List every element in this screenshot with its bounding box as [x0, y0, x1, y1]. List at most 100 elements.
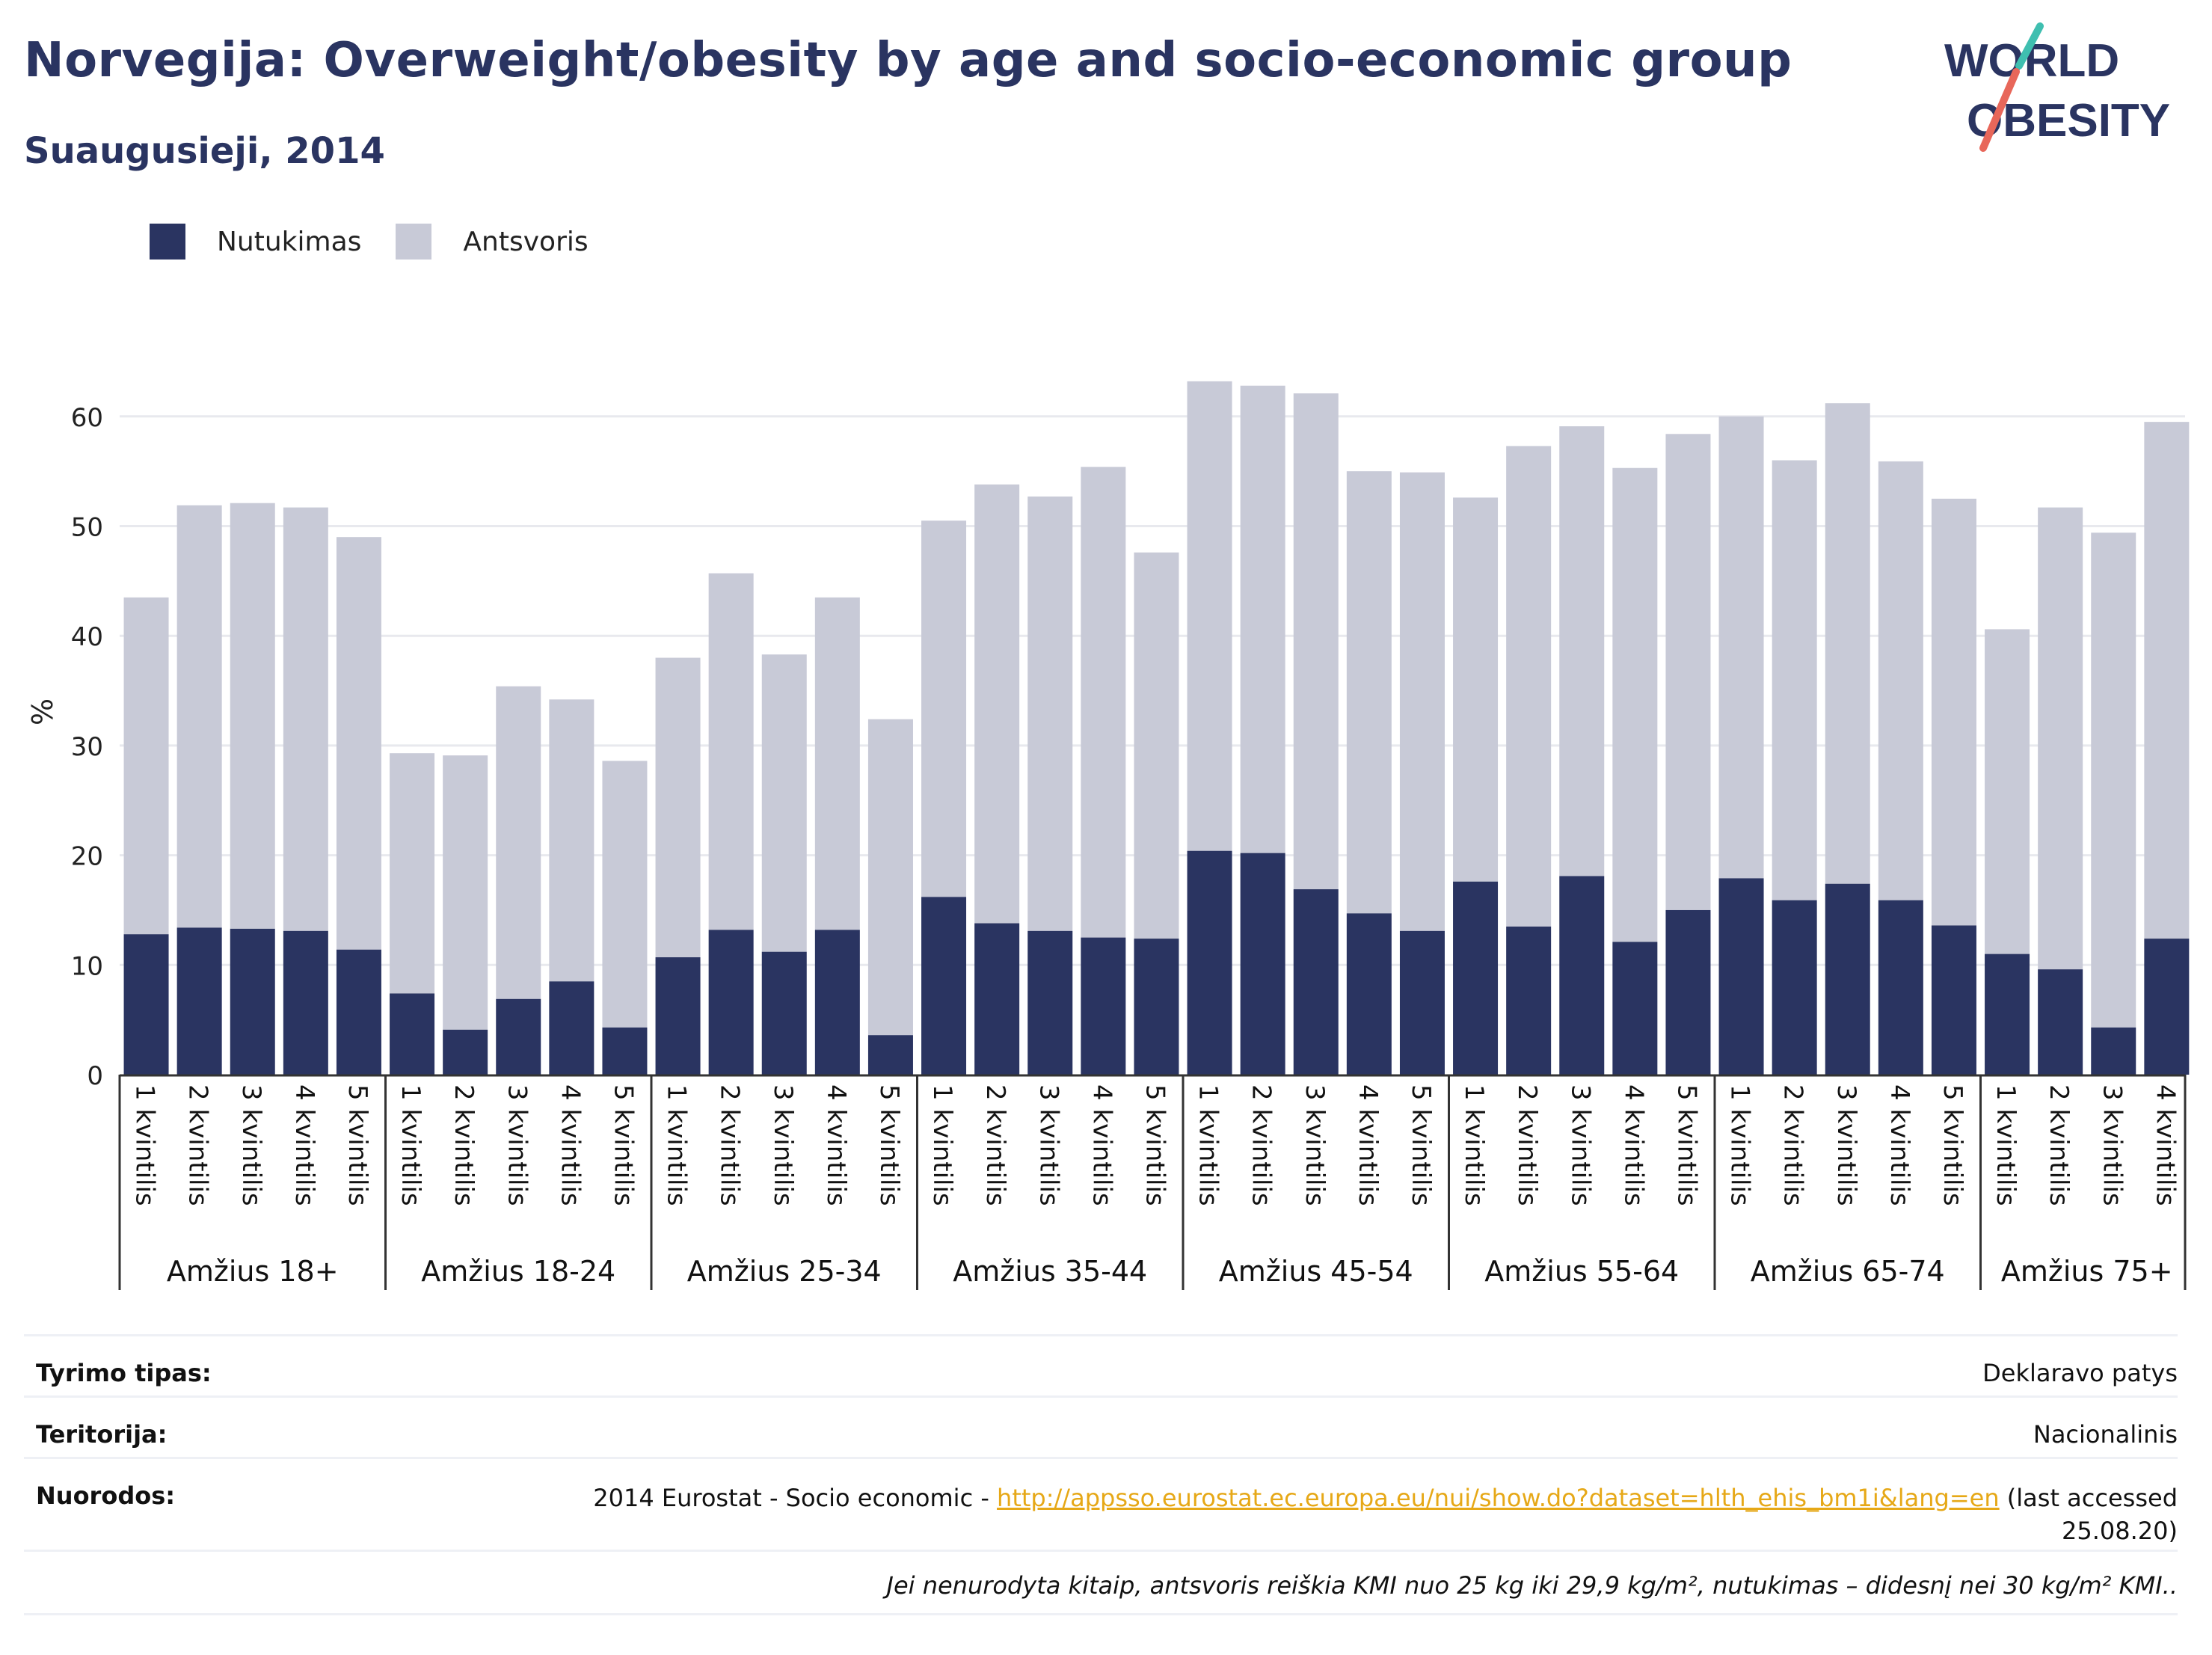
chart-legend: Nutukimas Antsvoris: [150, 223, 623, 260]
bar-obesity[interactable]: [1346, 913, 1392, 1075]
legend-swatch-obesity: [150, 224, 185, 260]
bar-overweight[interactable]: [1134, 552, 1179, 939]
bar-obesity[interactable]: [708, 930, 754, 1075]
bar-obesity[interactable]: [1027, 930, 1073, 1075]
bar-overweight[interactable]: [1027, 496, 1073, 931]
group-label: Amžius 35-44: [953, 1255, 1147, 1288]
bar-obesity[interactable]: [443, 1029, 488, 1075]
bar-overweight[interactable]: [176, 505, 222, 928]
bar-obesity[interactable]: [1187, 850, 1232, 1075]
bar-overweight[interactable]: [974, 484, 1020, 924]
bar-obesity[interactable]: [1134, 939, 1179, 1075]
bar-overweight[interactable]: [921, 521, 967, 897]
bar-obesity[interactable]: [602, 1027, 648, 1075]
legend-item-obesity[interactable]: Nutukimas: [150, 224, 361, 260]
reference-suffix-text: (last accessed: [1999, 1484, 2178, 1512]
bar-obesity[interactable]: [2144, 939, 2190, 1075]
legend-item-overweight[interactable]: Antsvoris: [396, 224, 589, 260]
x-tick-label: 3 kvintilis: [2097, 1084, 2127, 1206]
reference-accessed-date: 25.08.20): [2062, 1517, 2178, 1545]
bar-obesity[interactable]: [1081, 937, 1126, 1075]
bar-obesity[interactable]: [2091, 1027, 2136, 1075]
bar-overweight[interactable]: [708, 573, 754, 930]
group-label: Amžius 45-54: [1219, 1255, 1413, 1288]
world-obesity-logo: WORLD OBESITY: [1944, 22, 2170, 152]
bar-obesity[interactable]: [283, 930, 328, 1075]
bar-obesity[interactable]: [390, 993, 435, 1075]
bar-overweight[interactable]: [1772, 460, 1817, 900]
bar-overweight[interactable]: [283, 507, 328, 931]
bar-overweight[interactable]: [761, 654, 807, 952]
bar-overweight[interactable]: [814, 597, 860, 930]
bar-obesity[interactable]: [761, 951, 807, 1075]
bar-overweight[interactable]: [390, 753, 435, 994]
bar-overweight[interactable]: [549, 699, 595, 982]
bar-overweight[interactable]: [1346, 471, 1392, 914]
bar-overweight[interactable]: [655, 657, 701, 958]
bar-obesity[interactable]: [1931, 925, 1976, 1075]
bar-obesity[interactable]: [1559, 876, 1605, 1075]
group-label: Amžius 25-34: [687, 1255, 882, 1288]
bar-overweight[interactable]: [123, 597, 169, 935]
bar-obesity[interactable]: [2038, 969, 2083, 1075]
bar-obesity[interactable]: [176, 927, 222, 1075]
bar-obesity[interactable]: [496, 998, 541, 1075]
bar-obesity[interactable]: [1985, 954, 2030, 1075]
bar-overweight[interactable]: [1399, 472, 1445, 931]
bar-overweight[interactable]: [1506, 446, 1552, 927]
bar-overweight[interactable]: [1612, 467, 1658, 942]
bar-obesity[interactable]: [655, 957, 701, 1075]
bar-overweight[interactable]: [1081, 467, 1126, 938]
bar-overweight[interactable]: [1240, 385, 1285, 853]
bar-overweight[interactable]: [336, 537, 381, 950]
x-tick-label: 5 kvintilis: [1671, 1084, 1701, 1206]
bar-overweight[interactable]: [496, 686, 541, 999]
x-tick-label: 2 kvintilis: [715, 1084, 745, 1206]
bar-obesity[interactable]: [974, 923, 1020, 1075]
bar-obesity[interactable]: [1240, 853, 1285, 1075]
bar-overweight[interactable]: [1187, 381, 1232, 851]
bar-obesity[interactable]: [549, 981, 595, 1075]
bar-obesity[interactable]: [1665, 909, 1711, 1075]
x-tick-label: 5 kvintilis: [342, 1084, 372, 1206]
bar-overweight[interactable]: [2144, 422, 2190, 939]
info-value-survey-type: Deklaravo patys: [1982, 1359, 2178, 1387]
bar-obesity[interactable]: [921, 897, 967, 1075]
bar-overweight[interactable]: [2091, 532, 2136, 1028]
bar-obesity[interactable]: [336, 949, 381, 1075]
bar-obesity[interactable]: [230, 928, 275, 1075]
bar-obesity[interactable]: [1506, 926, 1552, 1075]
bar-obesity[interactable]: [1718, 878, 1764, 1075]
bar-obesity[interactable]: [1612, 942, 1658, 1075]
x-tick-label: 1 kvintilis: [1459, 1084, 1489, 1206]
reference-link[interactable]: http://appsso.eurostat.ec.europa.eu/nui/…: [997, 1484, 2000, 1512]
bar-obesity[interactable]: [1453, 881, 1499, 1075]
bar-overweight[interactable]: [1985, 629, 2030, 954]
bar-overweight[interactable]: [1559, 426, 1605, 876]
group-label: Amžius 18-24: [421, 1255, 615, 1288]
bar-overweight[interactable]: [1293, 393, 1339, 890]
bar-overweight[interactable]: [1453, 497, 1499, 882]
bar-overweight[interactable]: [602, 761, 648, 1028]
bar-overweight[interactable]: [1878, 461, 1923, 900]
bar-obesity[interactable]: [867, 1035, 913, 1075]
bar-overweight[interactable]: [2038, 507, 2083, 970]
legend-label-obesity: Nutukimas: [217, 226, 362, 257]
bar-obesity[interactable]: [1878, 900, 1923, 1075]
legend-label-overweight: Antsvoris: [463, 226, 589, 257]
bar-overweight[interactable]: [230, 503, 275, 929]
bar-obesity[interactable]: [814, 930, 860, 1075]
x-tick-label: 1 kvintilis: [662, 1084, 692, 1206]
bar-obesity[interactable]: [1293, 889, 1339, 1075]
bar-obesity[interactable]: [1399, 930, 1445, 1075]
bar-overweight[interactable]: [1718, 416, 1764, 879]
bar-overweight[interactable]: [867, 719, 913, 1036]
bar-obesity[interactable]: [123, 934, 169, 1075]
y-tick-label: 30: [71, 732, 103, 762]
bar-overweight[interactable]: [1931, 498, 1976, 926]
bar-obesity[interactable]: [1825, 883, 1870, 1075]
bar-overweight[interactable]: [443, 755, 488, 1030]
bar-overweight[interactable]: [1825, 403, 1870, 884]
bar-overweight[interactable]: [1665, 434, 1711, 910]
bar-obesity[interactable]: [1772, 900, 1817, 1075]
